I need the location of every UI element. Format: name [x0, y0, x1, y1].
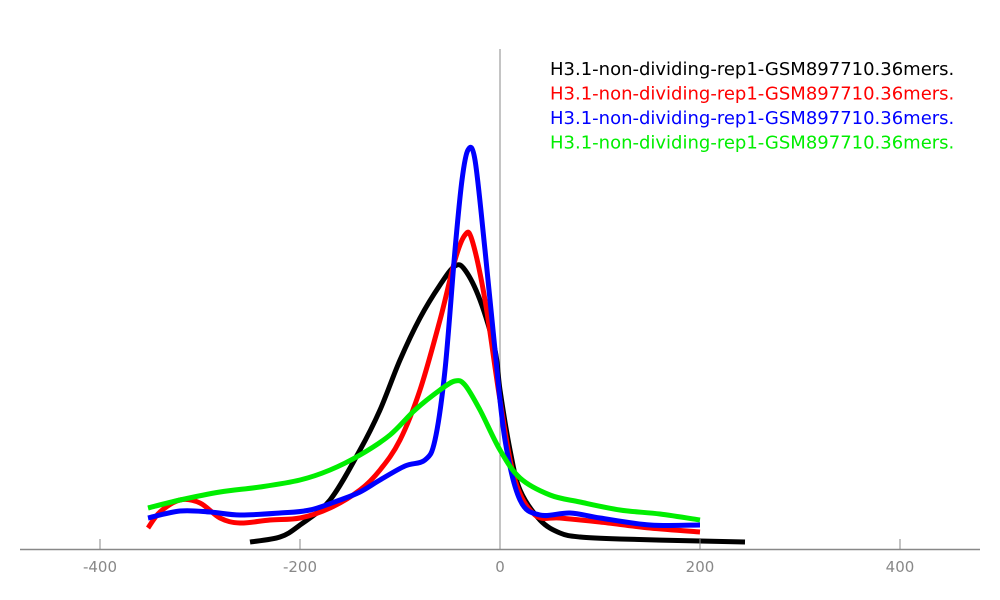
x-tick-label: -400 [83, 558, 117, 576]
x-tick-label: -200 [283, 558, 317, 576]
x-tick-label: 200 [686, 558, 715, 576]
series-line-1 [249, 262, 746, 545]
legend-entry-4: H3.1-non-dividing-rep1-GSM897710.36mers. [550, 133, 954, 154]
series-line-4 [147, 378, 701, 523]
x-tick-label: 400 [886, 558, 915, 576]
series-line-2 [145, 229, 701, 535]
x-tick-label: 0 [495, 558, 505, 576]
legend-entry-1: H3.1-non-dividing-rep1-GSM897710.36mers. [550, 59, 954, 80]
legend-entry-3: H3.1-non-dividing-rep1-GSM897710.36mers. [550, 108, 954, 129]
series-line-3 [147, 144, 701, 529]
x-ticks: -400 -200 0 200 400 [83, 539, 914, 576]
series-layer [145, 144, 746, 545]
legend: H3.1-non-dividing-rep1-GSM897710.36mers.… [550, 59, 954, 154]
legend-entry-2: H3.1-non-dividing-rep1-GSM897710.36mers. [550, 84, 954, 105]
